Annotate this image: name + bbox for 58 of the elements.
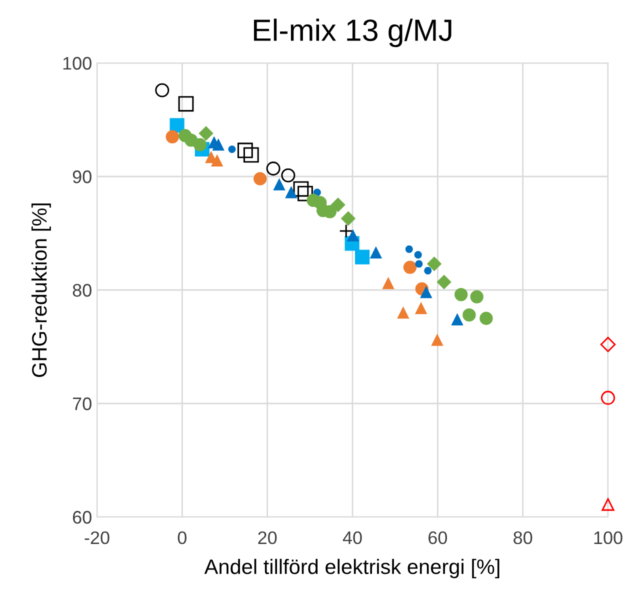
point (480, 312, 493, 325)
point (405, 245, 413, 253)
point (298, 186, 313, 202)
y-tick-label: 100 (63, 56, 92, 70)
point (427, 256, 442, 272)
point (166, 130, 179, 144)
point (243, 147, 259, 163)
x-tick-label: 40 (342, 531, 362, 544)
x-tick-label: 20 (258, 531, 277, 544)
point (414, 251, 422, 259)
point (198, 126, 214, 141)
point (462, 308, 476, 322)
point (285, 186, 298, 198)
point (382, 277, 394, 290)
point (355, 250, 370, 264)
point (266, 162, 280, 176)
point (178, 96, 194, 112)
point (415, 260, 423, 268)
point (341, 211, 356, 226)
point (347, 230, 359, 242)
point (211, 154, 223, 167)
point (212, 138, 224, 151)
point (253, 172, 267, 186)
x-tick-label: 0 (178, 531, 186, 544)
y-tick-label: 80 (72, 284, 92, 297)
point (237, 142, 253, 158)
y-tick-label: 60 (72, 510, 92, 524)
chart-title: El-mix 13 g/MJ (254, 18, 452, 48)
point (370, 246, 382, 258)
point (602, 498, 614, 511)
point (330, 198, 346, 212)
point (415, 302, 427, 314)
y-axis-title: GHG-reduktion [%] (31, 203, 51, 377)
y-tick-label: 70 (72, 397, 92, 410)
point (454, 288, 468, 302)
point (424, 266, 432, 274)
point (431, 334, 444, 346)
point (281, 168, 296, 182)
x-tick-label: -20 (84, 531, 110, 544)
point (470, 290, 484, 304)
point (420, 286, 432, 298)
x-axis-title: Andel tillförd elektrisk energi [%] (204, 558, 500, 578)
point (293, 181, 309, 197)
point (451, 314, 464, 326)
point (397, 306, 410, 319)
y-tick-label: 90 (72, 170, 92, 184)
x-tick-label: 80 (514, 531, 532, 544)
x-tick-label: 60 (428, 531, 448, 544)
point (339, 224, 354, 238)
point (436, 274, 452, 290)
point (228, 145, 236, 154)
point (273, 178, 286, 190)
point (600, 336, 616, 352)
point (403, 260, 417, 274)
point (193, 138, 207, 152)
point (155, 83, 170, 98)
x-tick-label: 100 (594, 531, 622, 544)
point (600, 390, 616, 405)
